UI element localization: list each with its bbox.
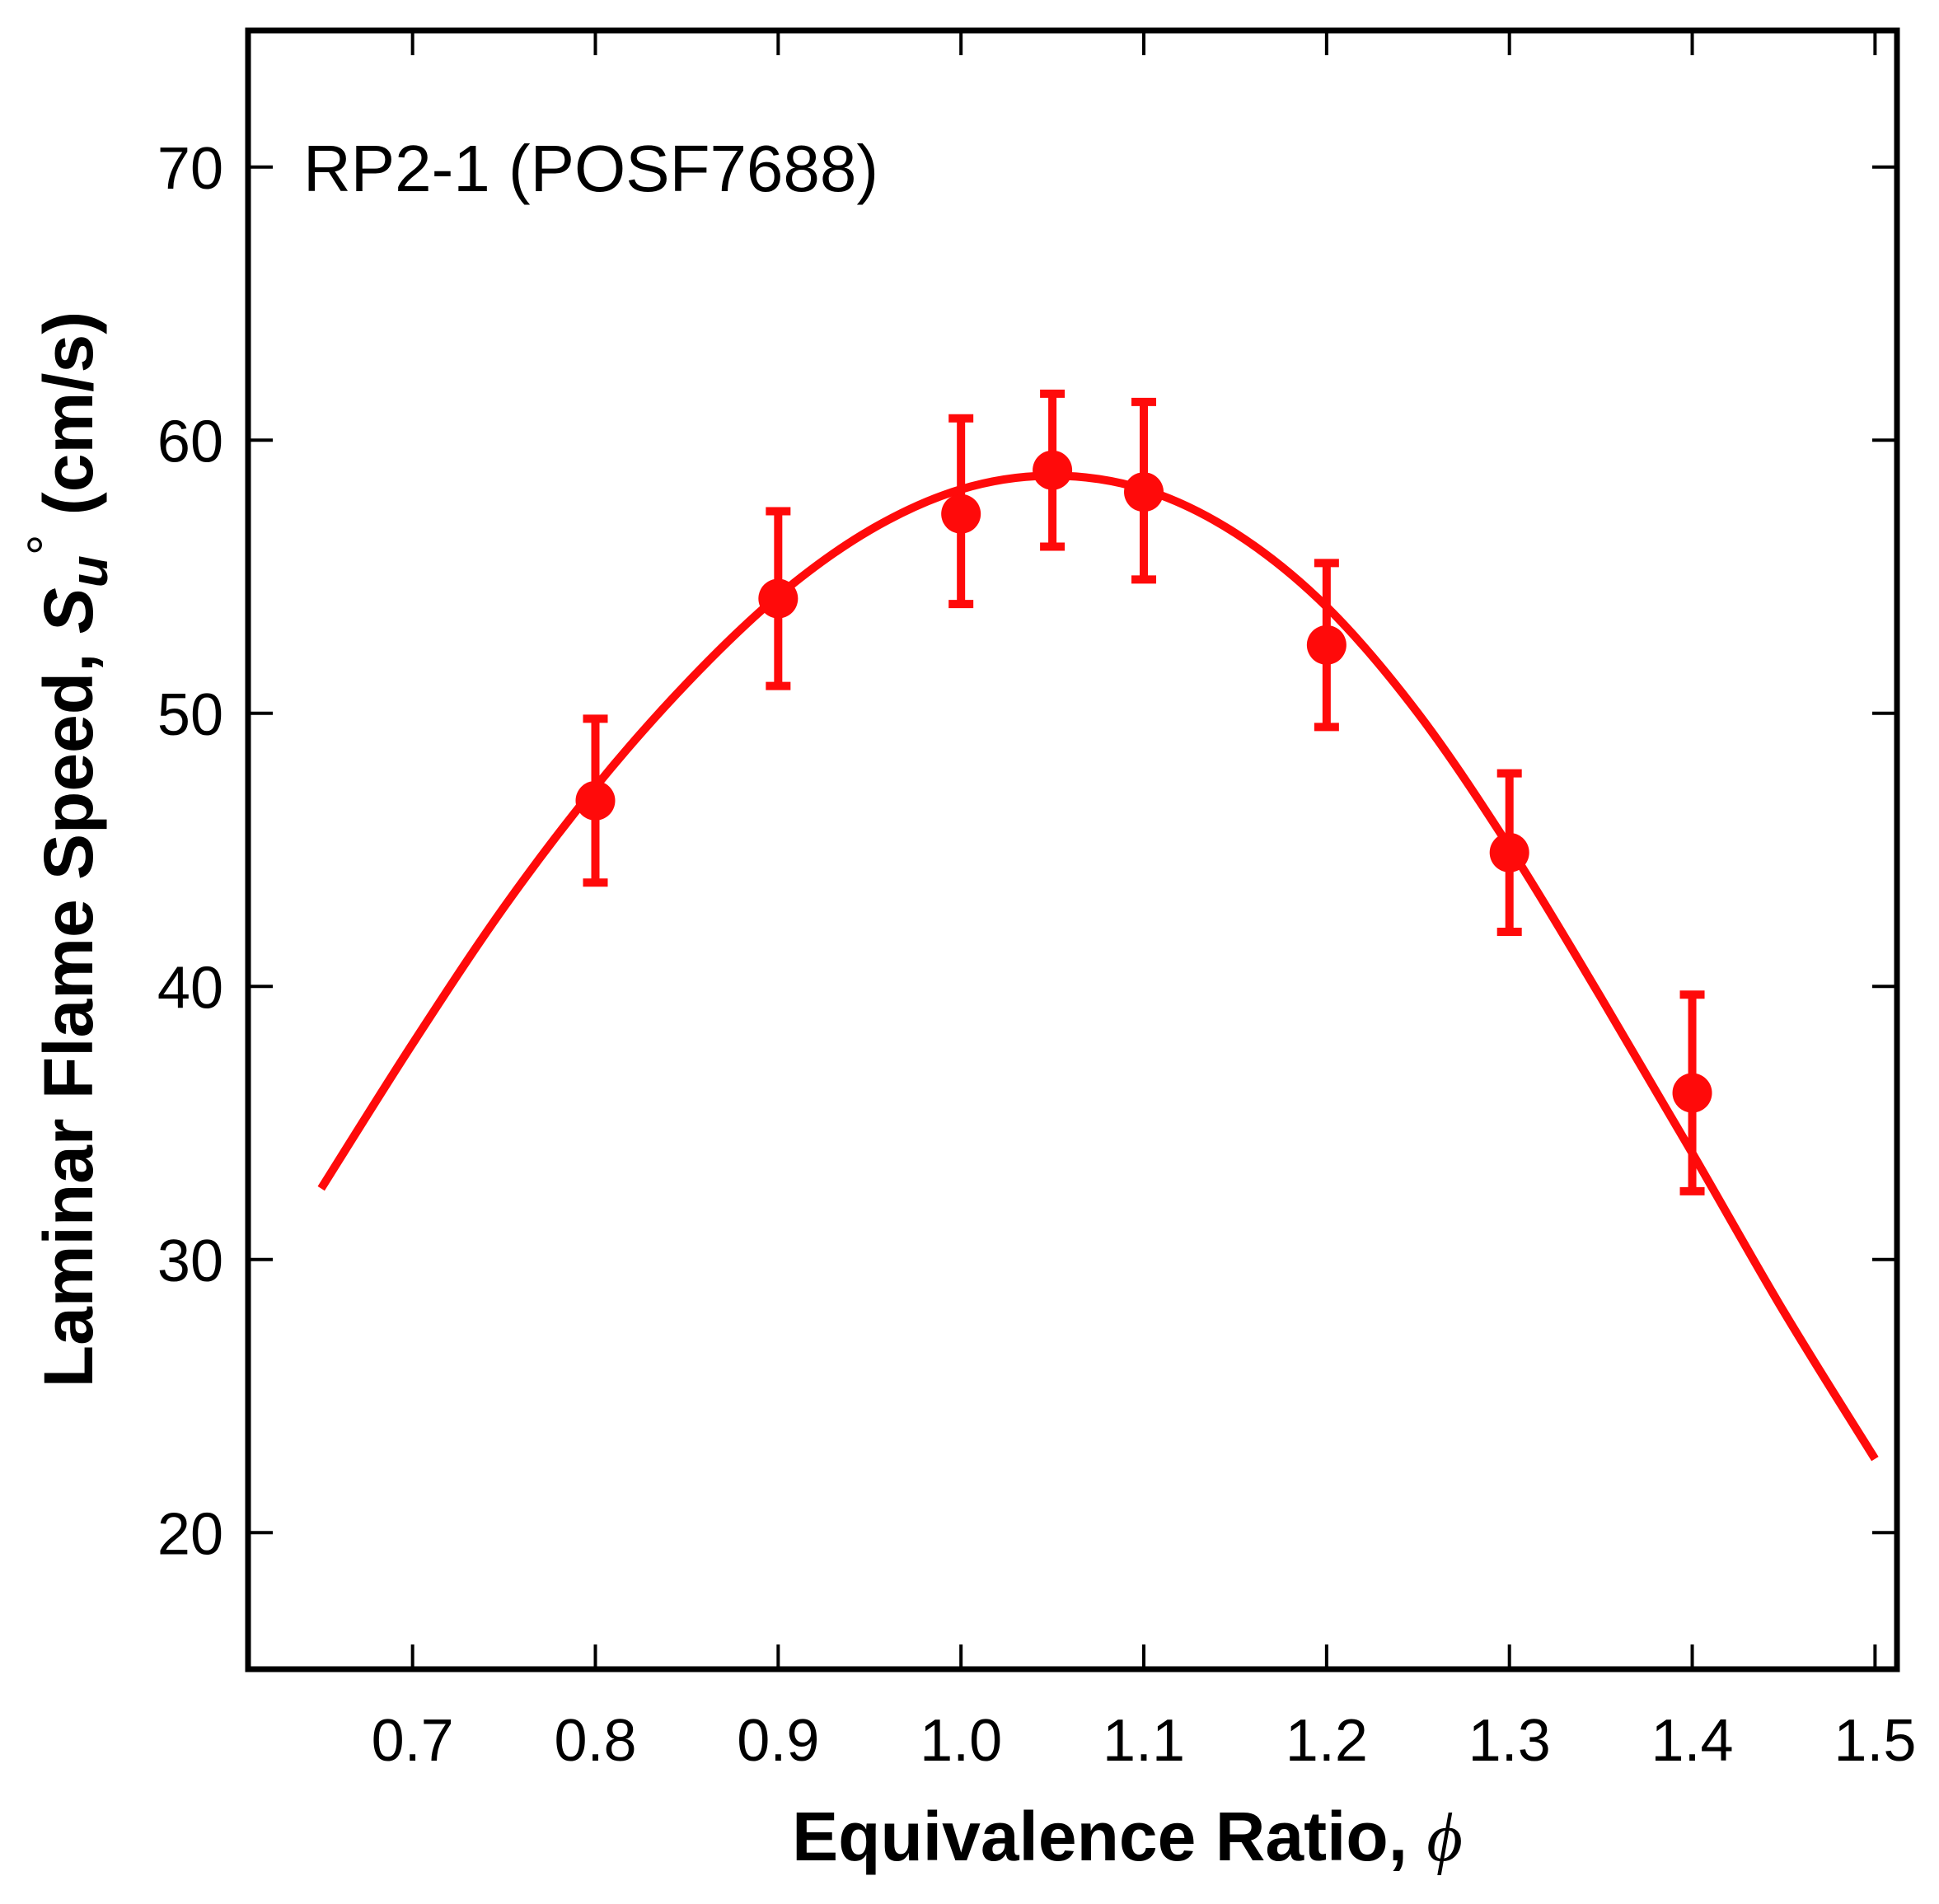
data-marker [1033,450,1073,490]
data-point [758,507,799,690]
data-marker [1672,1073,1712,1113]
data-point [1489,769,1529,936]
x-tick-label: 1.4 [1651,1708,1733,1774]
x-axis-title: Equivalence Ratio, ϕ [792,1798,1463,1876]
data-point [1306,559,1347,732]
x-tick-label: 1.5 [1834,1708,1916,1774]
data-point [1033,389,1073,551]
x-tick-label: 1.2 [1286,1708,1368,1774]
y-axis-symbol: S [30,587,107,634]
data-point [941,414,981,609]
y-axis-title-prefix: Laminar Flame Speed, [30,634,107,1387]
x-tick-label: 1.3 [1468,1708,1551,1774]
plot-frame [245,27,1900,1672]
y-tick-label: 20 [157,1501,223,1567]
plot-border [245,27,1900,1672]
y-tick-label: 40 [157,955,223,1021]
x-tick-label: 0.9 [737,1708,819,1774]
y-tick-label: 30 [157,1228,223,1294]
y-tick-label: 70 [157,136,223,202]
data-point [1124,397,1164,584]
data-points-layer [575,389,1712,1195]
x-tick-label: 0.7 [372,1708,454,1774]
tick-labels: 0.7 0.8 0.9 1.0 1.1 1.2 1.3 1.4 1.5 20 30 40 50 60 70 [157,136,1917,1774]
data-point [1672,990,1712,1195]
y-tick-label: 50 [157,682,223,748]
x-tick-label: 1.0 [920,1708,1002,1774]
data-marker [1124,472,1164,512]
y-axis-title: Laminar Flame Speed, Su° (cm/s) [16,311,119,1387]
data-marker [941,494,981,534]
x-tick-label: 1.1 [1103,1708,1185,1774]
data-point [575,714,616,887]
x-tick-label: 0.8 [554,1708,636,1774]
fit-curve-layer [317,471,1879,1462]
data-marker [575,780,616,821]
data-marker [1306,625,1347,665]
data-marker [758,578,799,619]
phi-symbol: ϕ [1426,1799,1462,1876]
y-axis-superscript: ° [16,535,76,556]
x-axis-title-text: Equivalence Ratio, [792,1798,1426,1875]
series-annotation: RP2-1 (POSF7688) [303,132,878,205]
y-axis-subscript: u [59,555,119,587]
y-tick-label: 60 [157,409,223,475]
fit-curve [317,471,1879,1462]
data-marker [1489,832,1529,872]
y-axis-title-suffix: (cm/s) [30,311,107,535]
axis-ticks [248,30,1897,1669]
